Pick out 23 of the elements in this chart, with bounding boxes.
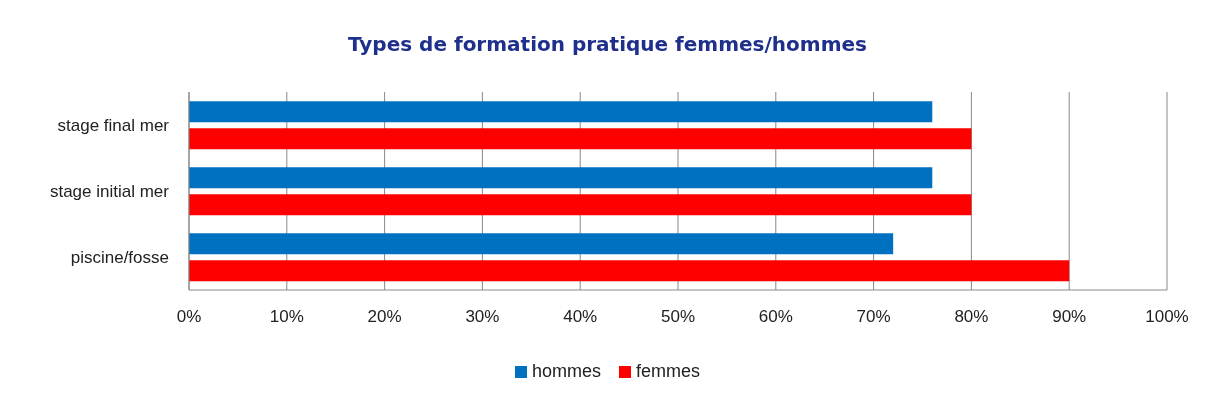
legend-label: femmes — [636, 361, 701, 382]
y-tick-label: stage final mer — [57, 116, 170, 136]
legend-label: hommes — [531, 361, 601, 382]
x-tick-label: 80% — [954, 307, 989, 327]
x-tick-label: 40% — [563, 307, 598, 327]
x-tick-label: 90% — [1052, 307, 1087, 327]
bar — [189, 233, 894, 255]
x-tick-label: 30% — [465, 307, 500, 327]
x-tick-label: 70% — [856, 307, 891, 327]
x-tick-label: 10% — [269, 307, 304, 327]
x-tick-label: 0% — [176, 307, 202, 327]
x-tick-label: 100% — [1145, 307, 1189, 327]
x-tick-label: 50% — [660, 307, 696, 327]
bar — [189, 101, 933, 123]
x-tick-label: 20% — [367, 307, 402, 327]
x-tick-label: 60% — [758, 307, 793, 327]
bar — [189, 128, 972, 150]
y-tick-label: stage initial mer — [49, 182, 170, 202]
bar — [189, 167, 933, 189]
y-tick-label: piscine/fosse — [70, 248, 169, 268]
chart-title: Types de formation pratique femmes/hommes — [347, 32, 868, 56]
bar — [189, 194, 972, 216]
bar — [189, 260, 1070, 282]
